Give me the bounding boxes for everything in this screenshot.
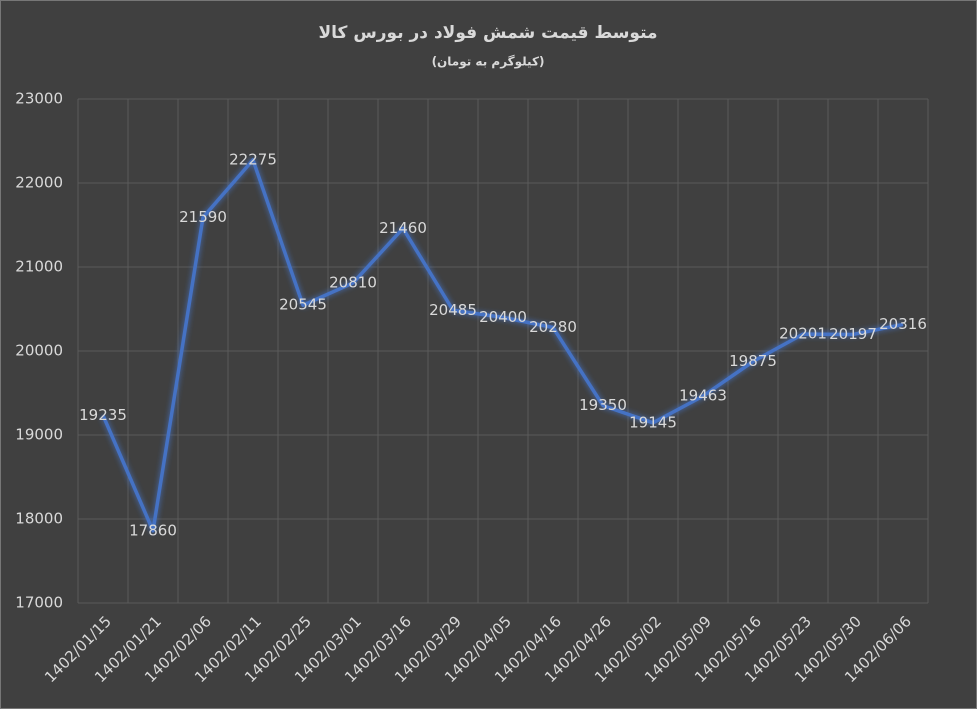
data-label: 19145 xyxy=(629,413,677,431)
data-label: 20545 xyxy=(279,296,327,314)
data-line xyxy=(101,158,904,533)
data-label: 22275 xyxy=(229,150,277,168)
data-label: 19350 xyxy=(579,396,627,414)
data-label: 19235 xyxy=(79,406,127,424)
data-label: 20197 xyxy=(829,325,877,343)
data-label: 21460 xyxy=(379,219,427,237)
y-tick-label: 17000 xyxy=(15,594,63,612)
data-label: 20810 xyxy=(329,273,377,291)
data-label: 17860 xyxy=(129,521,177,539)
data-label: 19463 xyxy=(679,387,727,405)
data-label: 20201 xyxy=(779,325,827,343)
y-tick-label: 18000 xyxy=(15,510,63,528)
chart-subtitle: (کیلوگرم به تومان) xyxy=(432,55,545,70)
y-tick-label: 21000 xyxy=(15,258,63,276)
data-label: 20280 xyxy=(529,318,577,336)
y-tick-label: 23000 xyxy=(15,90,63,108)
y-tick-label: 19000 xyxy=(15,426,63,444)
y-tick-label: 22000 xyxy=(15,174,63,192)
data-label: 20485 xyxy=(429,301,477,319)
data-label: 21590 xyxy=(179,208,227,226)
data-label: 20400 xyxy=(479,308,527,326)
data-label: 20316 xyxy=(879,315,927,333)
chart-title: متوسط قیمت شمش فولاد در بورس کالا xyxy=(318,23,657,43)
y-tick-label: 20000 xyxy=(15,342,63,360)
data-label: 19875 xyxy=(729,352,777,370)
